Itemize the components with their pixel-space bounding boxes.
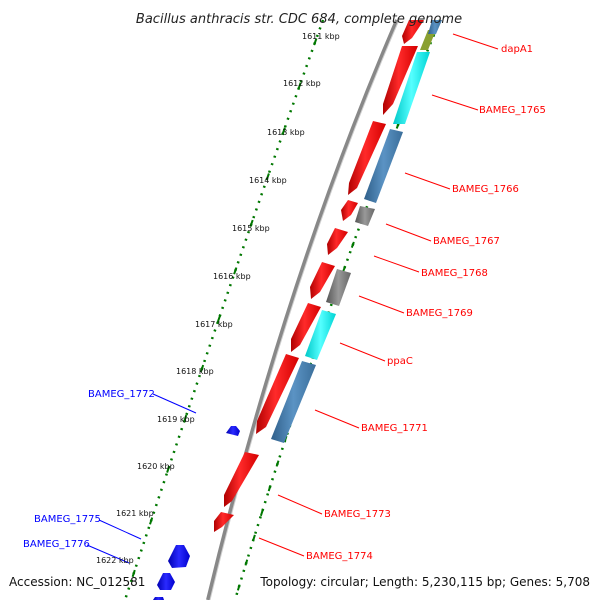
feature-track xyxy=(271,20,442,443)
gene-label-BAMEG_1766[interactable]: BAMEG_1766 xyxy=(452,184,519,195)
reverse-genes xyxy=(153,426,240,600)
tick-dash xyxy=(216,315,221,323)
gene-bottom-blue[interactable] xyxy=(153,597,164,600)
gene-BAMEG_1767-red[interactable] xyxy=(341,200,358,221)
gene-label-BAMEG_1773[interactable]: BAMEG_1773 xyxy=(324,509,391,520)
tick-dash xyxy=(275,460,280,467)
tick-label: 1611 kbp xyxy=(302,32,340,41)
gene-label-ppaC[interactable]: ppaC xyxy=(387,356,413,367)
tick-label: 1613 kbp xyxy=(267,128,305,137)
tick-dash xyxy=(281,127,286,135)
gene-label-BAMEG_1776[interactable]: BAMEG_1776 xyxy=(23,539,90,550)
tick-dash xyxy=(267,485,272,492)
gene-BAMEG_1768[interactable] xyxy=(327,228,348,255)
feature-steelblue-top[interactable] xyxy=(428,20,442,34)
gene-label-BAMEG_1774[interactable]: BAMEG_1774 xyxy=(306,551,373,562)
tick-dash xyxy=(249,219,254,228)
feature-steelblue-1766[interactable] xyxy=(364,129,403,203)
feature-steelblue-1771[interactable] xyxy=(271,361,316,443)
gene-BAMEG_1775[interactable] xyxy=(168,545,190,568)
tick-label: 1612 kbp xyxy=(283,79,321,88)
tick-label: 1615 kbp xyxy=(232,224,270,233)
tick-label: 1617 kbp xyxy=(195,320,233,329)
gene-BAMEG_1774[interactable] xyxy=(214,512,234,532)
feature-gray-1769[interactable] xyxy=(326,269,351,306)
gene-BAMEG_1772[interactable] xyxy=(226,426,240,436)
gene-label-BAMEG_1765[interactable]: BAMEG_1765 xyxy=(479,105,546,116)
feature-gray-1767[interactable] xyxy=(355,206,375,226)
tick-label: 1616 kbp xyxy=(213,272,251,281)
tick-labels: 1611 kbp 1612 kbp 1613 kbp 1614 kbp 1615… xyxy=(96,32,340,565)
tick-dash xyxy=(265,173,270,181)
tick-dash xyxy=(166,465,171,473)
gene-dapA1[interactable] xyxy=(402,20,424,44)
gene-label-BAMEG_1768[interactable]: BAMEG_1768 xyxy=(421,268,488,279)
map-title: Bacillus anthracis str. CDC 684, complet… xyxy=(136,12,462,27)
gene-BAMEG_1766[interactable] xyxy=(348,121,386,195)
forward-gene-labels: dapA1 BAMEG_1765 BAMEG_1766 BAMEG_1767 B… xyxy=(306,44,546,562)
gene-label-BAMEG_1769[interactable]: BAMEG_1769 xyxy=(406,308,473,319)
backbone-arc xyxy=(206,19,399,600)
gene-BAMEG_1771-red[interactable] xyxy=(256,354,299,434)
reverse-leader-lines xyxy=(86,393,197,564)
forward-leader-lines xyxy=(258,33,499,557)
tick-label: 1618 kbp xyxy=(176,367,214,376)
tick-dash xyxy=(259,509,264,517)
gene-label-BAMEG_1775[interactable]: BAMEG_1775 xyxy=(34,514,101,525)
backbone-highlight xyxy=(209,19,400,600)
gene-BAMEG_1769-red[interactable] xyxy=(310,262,335,299)
outer-tick-marks xyxy=(131,38,318,578)
tick-label: 1619 kbp xyxy=(157,415,195,424)
gene-ppaC-red[interactable] xyxy=(291,303,321,352)
tick-dash xyxy=(244,559,249,566)
gene-BAMEG_1776[interactable] xyxy=(157,573,175,590)
gene-label-BAMEG_1771[interactable]: BAMEG_1771 xyxy=(361,423,428,434)
tick-dash xyxy=(183,414,188,423)
tick-label: 1621 kbp xyxy=(116,509,154,518)
tick-dash xyxy=(149,517,154,525)
tick-dash xyxy=(131,569,136,578)
feature-cyan-ppaC[interactable] xyxy=(305,310,336,360)
tick-dash xyxy=(342,265,347,273)
accession-text: Accession: NC_012581 xyxy=(9,575,145,589)
inner-tick-ring xyxy=(233,19,442,600)
tick-dash xyxy=(350,241,355,248)
tick-dash xyxy=(297,82,302,90)
forward-genes xyxy=(214,20,424,532)
gene-BAMEG_1773[interactable] xyxy=(224,452,259,507)
tick-dash xyxy=(233,267,238,275)
gene-label-BAMEG_1772[interactable]: BAMEG_1772 xyxy=(88,389,155,400)
tick-label: 1614 kbp xyxy=(249,176,287,185)
tick-dash xyxy=(252,534,256,541)
gene-label-BAMEG_1767[interactable]: BAMEG_1767 xyxy=(433,236,500,247)
tick-dash xyxy=(199,364,205,373)
tick-dash xyxy=(236,584,241,591)
gene-BAMEG_1765[interactable] xyxy=(383,46,418,115)
reverse-gene-labels: BAMEG_1772 BAMEG_1775 BAMEG_1776 xyxy=(23,389,155,550)
feature-olive[interactable] xyxy=(420,30,436,50)
gene-label-dapA1[interactable]: dapA1 xyxy=(501,44,533,55)
topology-text: Topology: circular; Length: 5,230,115 bp… xyxy=(259,575,590,589)
tick-label: 1620 kbp xyxy=(137,462,175,471)
feature-cyan-1765[interactable] xyxy=(393,52,430,124)
tick-label: 1622 kbp xyxy=(96,556,134,565)
tick-dash xyxy=(313,38,318,46)
